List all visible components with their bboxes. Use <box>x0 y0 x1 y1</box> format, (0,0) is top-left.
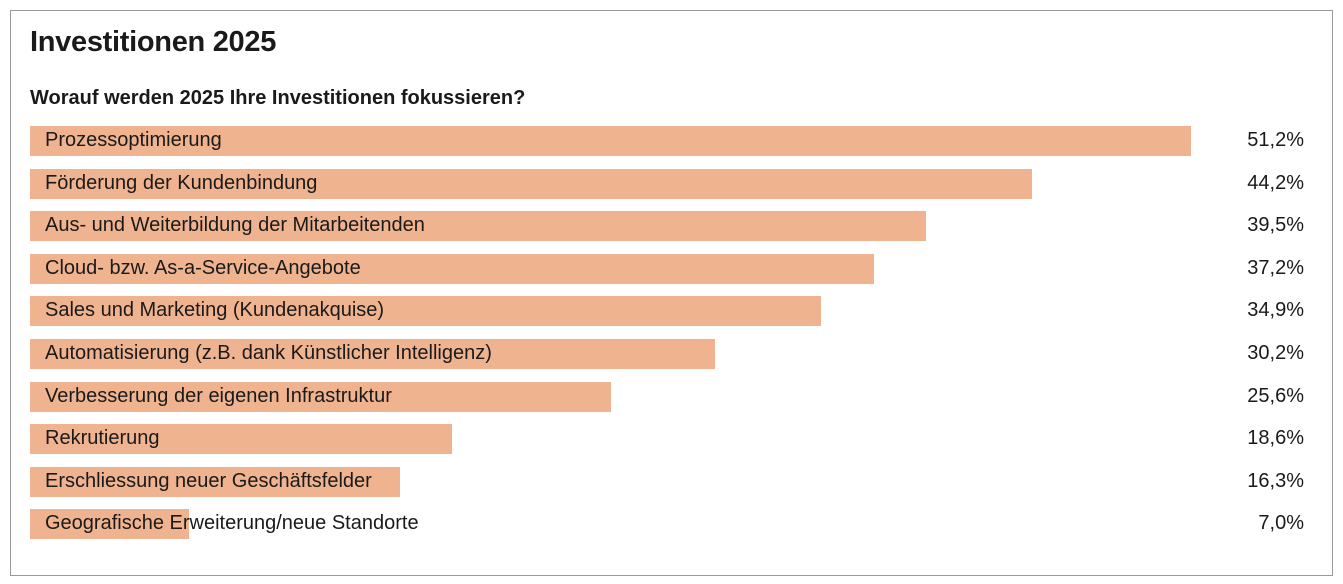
value-label: 25,6% <box>1247 385 1304 407</box>
value-label: 37,2% <box>1247 257 1304 279</box>
bar <box>30 169 1032 199</box>
category-label: Förderung der Kundenbindung <box>45 172 318 194</box>
bar <box>30 296 821 326</box>
category-label: Prozessoptimierung <box>45 129 222 151</box>
category-label: Cloud- bzw. As-a-Service-Angebote <box>45 257 361 279</box>
value-label: 39,5% <box>1247 214 1304 236</box>
bar <box>30 126 1191 156</box>
bar <box>30 467 400 497</box>
value-label: 44,2% <box>1247 172 1304 194</box>
bar <box>30 424 452 454</box>
value-label: 16,3% <box>1247 470 1304 492</box>
value-label: 30,2% <box>1247 342 1304 364</box>
value-label: 34,9% <box>1247 299 1304 321</box>
value-label: 7,0% <box>1258 512 1304 534</box>
bar <box>30 382 611 412</box>
value-label: 51,2% <box>1247 129 1304 151</box>
value-label: 18,6% <box>1247 427 1304 449</box>
category-label: Erschliessung neuer Geschäftsfelder <box>45 470 372 492</box>
category-label: Verbesserung der eigenen Infrastruktur <box>45 385 392 407</box>
bar <box>30 509 189 539</box>
bar <box>30 339 715 369</box>
category-label: Aus- und Weiterbildung der Mitarbeitende… <box>45 214 425 236</box>
category-label: Rekrutierung <box>45 427 160 449</box>
category-label: Sales und Marketing (Kundenakquise) <box>45 299 385 321</box>
chart-title: Investitionen 2025 <box>30 26 277 58</box>
bar <box>30 211 926 241</box>
bar <box>30 254 874 284</box>
category-label: Geografische Erweiterung/neue Standorte <box>45 512 419 534</box>
category-label: Automatisierung (z.B. dank Künstlicher I… <box>45 342 492 364</box>
chart-subtitle: Worauf werden 2025 Ihre Investitionen fo… <box>30 87 526 109</box>
